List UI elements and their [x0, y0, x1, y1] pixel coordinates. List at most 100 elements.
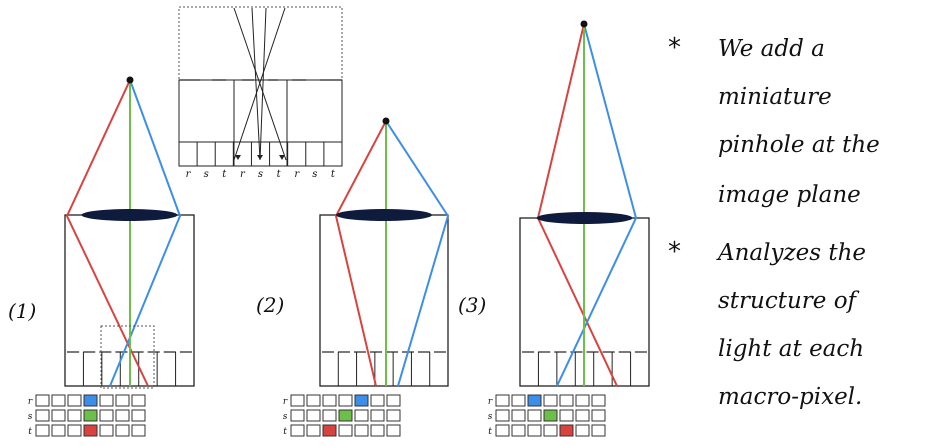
inset-ray-arrowhead	[235, 155, 241, 160]
bullet-icon: *	[668, 237, 681, 267]
pixel-cell	[35, 394, 50, 407]
pixel-cell	[322, 409, 337, 422]
note-line: image plane	[718, 182, 861, 208]
row-label: s	[28, 412, 33, 422]
panel-3: (3) rst	[458, 20, 650, 437]
pixel-cell	[115, 409, 130, 422]
pixel-cell	[511, 409, 526, 422]
pixel-cell	[495, 394, 510, 407]
inset-pixel-label: r	[294, 169, 300, 180]
pixel-cell	[338, 424, 353, 437]
pixel-cell	[290, 409, 305, 422]
pixel-cell	[51, 394, 66, 407]
inset-ray	[259, 7, 267, 161]
inset-pixel-label: t	[222, 169, 227, 180]
pixel-cell-highlighted	[83, 424, 98, 437]
pixel-cell-highlighted	[338, 409, 353, 422]
pixel-cell	[591, 394, 606, 407]
pixel-cell	[591, 409, 606, 422]
pixel-cell	[322, 394, 337, 407]
note-line: macro-pixel.	[718, 384, 862, 410]
point-source	[126, 76, 134, 84]
inset-pixel-label: s	[258, 169, 263, 180]
row-label: s	[488, 412, 493, 422]
pixel-cell	[115, 424, 130, 437]
row-label: r	[28, 397, 33, 407]
inset-pixel-label: s	[312, 169, 317, 180]
pixel-cell	[306, 424, 321, 437]
pixel-cell	[115, 394, 130, 407]
main-lens	[336, 209, 432, 221]
inset-pixel-label: t	[277, 169, 282, 180]
inset-pixel-label: s	[204, 169, 209, 180]
pixel-cell	[306, 409, 321, 422]
inset-ray	[251, 7, 261, 161]
note-line: We add a	[718, 36, 825, 62]
pixel-cell	[386, 394, 401, 407]
pixel-cell	[559, 394, 574, 407]
inset-ray	[233, 7, 286, 161]
pixel-cell	[511, 394, 526, 407]
note-line: miniature	[718, 84, 832, 110]
row-label: t	[28, 427, 32, 437]
pixel-cell	[131, 394, 146, 407]
inset-ray-arrowhead	[257, 155, 263, 160]
blue-ray	[556, 23, 638, 387]
pixel-cell	[370, 394, 385, 407]
red-ray	[65, 79, 149, 387]
blue-ray	[109, 79, 182, 387]
panel-label: (1)	[8, 299, 36, 323]
pixel-cell	[495, 409, 510, 422]
pixel-cell	[354, 409, 369, 422]
pixel-cell-highlighted	[559, 424, 574, 437]
main-lens	[536, 212, 633, 224]
row-label: t	[488, 427, 492, 437]
row-label: s	[283, 412, 288, 422]
pixel-cell-highlighted	[322, 424, 337, 437]
pixel-cell	[67, 409, 82, 422]
row-label: r	[283, 397, 288, 407]
red-ray	[536, 23, 618, 387]
pixel-cell	[511, 424, 526, 437]
pixel-cell	[527, 409, 542, 422]
row-label: r	[488, 397, 493, 407]
pixel-cell	[51, 424, 66, 437]
pixel-cell	[591, 424, 606, 437]
pixel-cell-highlighted	[83, 394, 98, 407]
pixel-cell	[131, 424, 146, 437]
magnify-region	[100, 325, 155, 389]
pixel-cell-highlighted	[527, 394, 542, 407]
pixel-cell	[99, 424, 114, 437]
pixel-cell	[338, 394, 353, 407]
point-source	[580, 20, 588, 28]
point-source	[382, 117, 390, 125]
inset-cell-frame	[178, 79, 343, 167]
pixel-cell	[543, 394, 558, 407]
row-label: t	[283, 427, 287, 437]
panel-1: (1) rst	[8, 76, 195, 437]
pixel-cell-highlighted	[354, 394, 369, 407]
pixel-cell	[354, 424, 369, 437]
note-line: light at each	[718, 336, 864, 362]
panel-2: (2)rst	[256, 117, 450, 437]
pixel-cell	[306, 394, 321, 407]
pixel-cell-highlighted	[83, 409, 98, 422]
pixel-cell	[386, 409, 401, 422]
pixel-cell	[290, 424, 305, 437]
pixel-cell	[99, 409, 114, 422]
pixel-cell	[495, 424, 510, 437]
pixel-cell	[543, 424, 558, 437]
pixel-cell	[290, 394, 305, 407]
pixel-cell	[575, 424, 590, 437]
panel-label: (3)	[458, 293, 486, 317]
blue-ray	[385, 120, 450, 387]
pixel-cell	[35, 424, 50, 437]
pixel-cell	[386, 424, 401, 437]
panel-label: (2)	[256, 293, 284, 317]
pixel-cell	[370, 409, 385, 422]
inset-pixel-label: t	[331, 169, 336, 180]
pixel-cell	[370, 424, 385, 437]
pixel-cell	[51, 409, 66, 422]
